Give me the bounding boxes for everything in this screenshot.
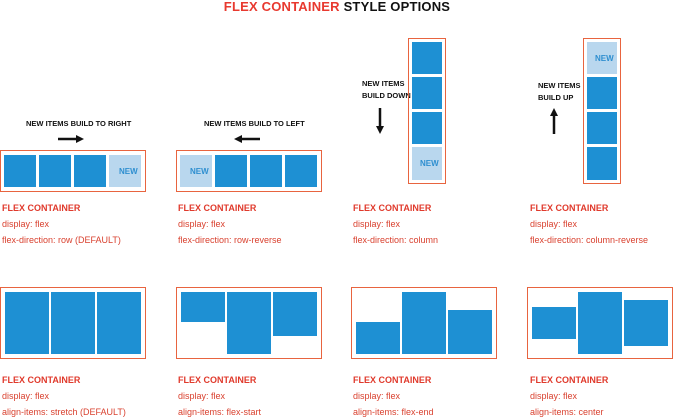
flex-container-column: NEW [408,38,446,184]
note-column: NEW ITEMS BUILD DOWN [362,78,411,102]
caption-heading: FLEX CONTAINER [530,203,609,213]
flex-item [181,292,225,322]
flex-item [578,292,622,354]
flex-item [587,147,617,180]
flex-container-align-center [527,287,673,359]
flex-item [215,155,247,187]
caption-heading: FLEX CONTAINER [2,203,81,213]
flex-container-align-stretch [0,287,146,359]
flex-item-new: NEW [109,155,141,187]
flex-item [356,322,400,354]
caption-display: display: flex [178,219,226,229]
flex-container-align-flex-start [176,287,322,359]
note-column-reverse: NEW ITEMS BUILD UP [538,80,581,104]
flex-item [4,155,36,187]
caption-align-flex-start: FLEX CONTAINER display: flex align-items… [178,372,261,420]
caption-column-reverse: FLEX CONTAINER display: flex flex-direct… [530,200,648,248]
caption-property: flex-direction: column [353,235,439,245]
note-column-line-1: NEW ITEMS [362,79,405,88]
caption-display: display: flex [353,391,401,401]
flex-item [250,155,282,187]
flex-container-row-reverse: NEW [176,150,322,192]
flex-container-row: NEW [0,150,146,192]
flex-container-column-reverse: NEW [583,38,621,184]
caption-property: flex-direction: column-reverse [530,235,649,245]
caption-property: flex-direction: row-reverse [178,235,282,245]
new-item-label: NEW [190,167,209,176]
flex-item [412,42,442,74]
caption-property: flex-direction: row (DEFAULT) [2,235,121,245]
note-row: NEW ITEMS BUILD TO RIGHT [26,119,132,128]
flex-container-align-flex-end [351,287,497,359]
caption-property: align-items: center [530,407,604,417]
flex-item [587,112,617,144]
note-column-line-2: BUILD DOWN [362,91,411,100]
caption-property: align-items: flex-start [178,407,262,417]
caption-display: display: flex [2,219,50,229]
flex-item [587,77,617,109]
flex-item-new: NEW [587,42,617,74]
arrow-left-icon [234,135,260,143]
flex-item [285,155,317,187]
title-rest: STYLE OPTIONS [343,0,451,14]
caption-row: FLEX CONTAINER display: flex flex-direct… [2,200,121,248]
arrow-down-icon [376,108,384,134]
flex-item [39,155,71,187]
caption-align-center: FLEX CONTAINER display: flex align-items… [530,372,608,420]
caption-display: display: flex [2,391,50,401]
flex-item [74,155,106,187]
caption-heading: FLEX CONTAINER [178,203,257,213]
caption-column: FLEX CONTAINER display: flex flex-direct… [353,200,438,248]
caption-display: display: flex [530,219,578,229]
caption-heading: FLEX CONTAINER [530,375,609,385]
caption-heading: FLEX CONTAINER [353,203,432,213]
caption-row-reverse: FLEX CONTAINER display: flex flex-direct… [178,200,282,248]
page-title: FLEX CONTAINER STYLE OPTIONS [0,0,674,14]
new-item-label: NEW [119,167,138,176]
flex-item [412,112,442,144]
note-column-reverse-line-1: NEW ITEMS [538,81,581,90]
caption-property: align-items: stretch (DEFAULT) [2,407,126,417]
flex-item [448,310,492,354]
flex-item [273,292,317,336]
flex-item [51,292,95,354]
flex-item [97,292,141,354]
caption-display: display: flex [530,391,578,401]
note-row-reverse: NEW ITEMS BUILD TO LEFT [204,119,305,128]
note-column-reverse-line-2: BUILD UP [538,93,574,102]
caption-display: display: flex [353,219,401,229]
flex-item [624,300,668,346]
caption-align-flex-end: FLEX CONTAINER display: flex align-items… [353,372,434,420]
flex-item [5,292,49,354]
arrow-right-icon [58,135,84,143]
arrow-up-icon [550,108,558,134]
flex-item-new: NEW [412,147,442,180]
flex-item [402,292,446,354]
caption-display: display: flex [178,391,226,401]
caption-heading: FLEX CONTAINER [353,375,432,385]
caption-property: align-items: flex-end [353,407,434,417]
flex-item [532,307,576,339]
flex-item [227,292,271,354]
caption-align-stretch: FLEX CONTAINER display: flex align-items… [2,372,126,420]
caption-heading: FLEX CONTAINER [2,375,81,385]
caption-heading: FLEX CONTAINER [178,375,257,385]
flex-item-new: NEW [180,155,212,187]
title-accent: FLEX CONTAINER [223,0,340,14]
new-item-label: NEW [595,54,614,63]
new-item-label: NEW [420,159,439,168]
flex-item [412,77,442,109]
